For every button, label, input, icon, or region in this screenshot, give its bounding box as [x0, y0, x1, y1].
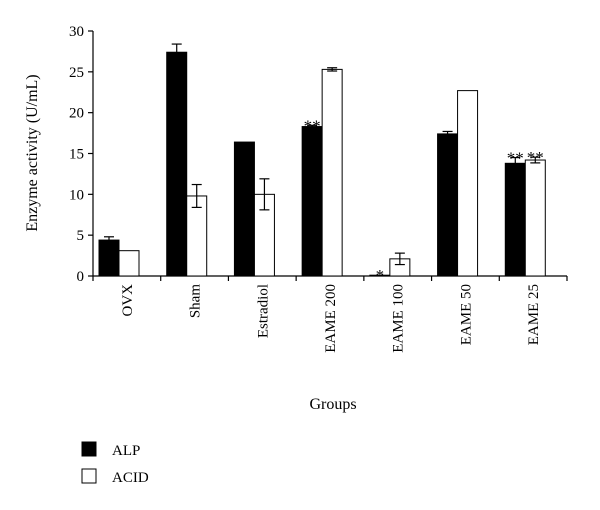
significance-marker: **: [304, 116, 321, 135]
bar-alp-eame-50: [437, 133, 459, 277]
legend-label-acid: ACID: [112, 470, 149, 486]
y-tick-label: 0: [77, 269, 85, 285]
legend-swatch-alp: [81, 441, 97, 457]
bar-alp-eame-25: [504, 162, 526, 277]
x-tick-label: EAME 100: [391, 284, 407, 353]
bars: ***** **: [98, 43, 546, 285]
legend-swatch-acid: [81, 468, 97, 484]
y-tick-label: 15: [69, 147, 84, 163]
significance-marker: **: [507, 149, 524, 168]
bar-alp-estradiol: [233, 141, 255, 277]
bar-alp-sham: [166, 51, 188, 277]
x-tick-label: EAME 25: [526, 284, 542, 345]
y-tick-label: 30: [69, 24, 84, 40]
significance-marker: *: [376, 266, 385, 285]
legend-label-alp: ALP: [112, 443, 140, 459]
bar-acid-eame-50: [457, 90, 479, 277]
y-tick-label: 5: [77, 228, 85, 244]
axis-ticks: 0 5 10 15 20 25 30 OVX Sham Estradiol EAME 200 EAME…: [69, 24, 568, 353]
bar-alp-ovx: [98, 239, 120, 277]
y-axis-title: Enzyme activity (U/mL): [24, 74, 41, 231]
y-tick-label: 20: [69, 106, 84, 122]
bar-acid-eame-25: [524, 159, 546, 277]
y-tick-label: 25: [69, 65, 84, 81]
x-tick-label: EAME 200: [323, 284, 339, 353]
x-tick-label: OVX: [120, 284, 136, 317]
bar-alp-eame-200: [301, 126, 323, 277]
significance-marker: **: [527, 148, 544, 167]
bar-acid-ovx: [118, 250, 140, 277]
y-tick-label: 10: [69, 187, 84, 203]
x-tick-label: Estradiol: [255, 284, 271, 338]
x-axis-title: Groups: [309, 396, 356, 413]
bar-acid-eame-200: [321, 68, 343, 277]
x-tick-label: Sham: [188, 284, 204, 319]
x-tick-label: EAME 50: [458, 284, 474, 345]
legend: ALP ACID: [81, 441, 149, 486]
